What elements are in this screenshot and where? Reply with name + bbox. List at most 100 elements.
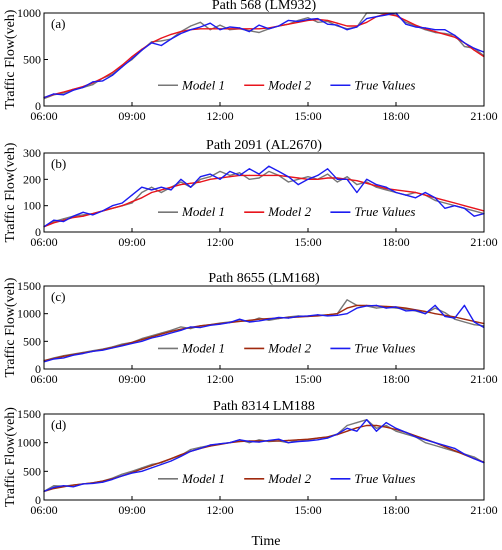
data-point-model-2 — [62, 219, 65, 221]
data-point-true-values — [346, 29, 348, 31]
data-point-true-values — [238, 318, 241, 320]
data-point-true-values — [258, 24, 260, 26]
data-point-model-1 — [287, 181, 290, 183]
data-point-true-values — [356, 191, 358, 194]
data-point-true-values — [463, 42, 466, 44]
data-point-true-values — [278, 170, 280, 173]
data-point-model-2 — [160, 189, 162, 191]
data-point-model-1 — [199, 21, 202, 23]
data-point-true-values — [229, 442, 231, 444]
panel-label: (b) — [51, 156, 66, 171]
data-point-model-2 — [180, 454, 182, 456]
data-point-true-values — [238, 174, 241, 176]
data-point-model-1 — [258, 439, 260, 441]
data-point-true-values — [454, 34, 456, 36]
data-point-model-1 — [375, 427, 378, 429]
data-point-model-1 — [190, 448, 192, 451]
legend-entry: Model 2 — [267, 77, 311, 92]
data-point-model-2 — [356, 304, 358, 306]
chart-panel-1: Path 568 (LM932) (a) 0 500 1000 06:00 09:00 12:… — [3, 0, 498, 123]
data-point-true-values — [326, 23, 329, 25]
data-point-true-values — [395, 306, 397, 308]
data-point-true-values — [307, 315, 309, 317]
x-tick-label: 12:00 — [206, 235, 233, 249]
y-tick-label: 100 — [23, 199, 41, 213]
data-point-true-values — [219, 443, 221, 445]
data-point-true-values — [366, 305, 368, 307]
x-tick-label: 09:00 — [118, 109, 145, 123]
data-point-model-1 — [473, 456, 475, 458]
data-point-model-1 — [317, 21, 319, 23]
y-axis-label: Traffic Flow(veh) — [3, 277, 18, 377]
data-point-model-2 — [229, 176, 231, 178]
data-point-model-2 — [473, 49, 475, 51]
data-point-true-values — [229, 26, 231, 28]
data-point-true-values — [160, 186, 162, 188]
data-point-true-values — [414, 26, 417, 28]
data-point-true-values — [160, 335, 162, 337]
data-point-model-1 — [385, 424, 387, 427]
data-point-model-2 — [434, 313, 436, 315]
data-point-model-1 — [444, 447, 446, 449]
data-point-model-1 — [366, 181, 368, 183]
data-point-true-values — [209, 444, 211, 446]
legend: Model 1 Model 2 True Values — [158, 471, 415, 486]
data-point-true-values — [473, 458, 475, 460]
data-point-true-values — [297, 315, 299, 318]
data-point-model-1 — [160, 191, 162, 194]
data-point-true-values — [170, 332, 172, 334]
data-point-true-values — [160, 463, 162, 466]
data-point-model-1 — [248, 442, 250, 444]
legend-entry: Model 1 — [181, 77, 225, 92]
data-point-true-values — [102, 481, 104, 483]
data-point-true-values — [414, 197, 417, 199]
y-tick-label: 300 — [23, 146, 41, 160]
data-point-model-1 — [375, 186, 378, 188]
data-point-true-values — [238, 27, 241, 29]
x-tick-label: 12:00 — [206, 503, 233, 517]
data-point-true-values — [434, 29, 436, 31]
data-point-model-1 — [326, 173, 329, 175]
data-point-model-1 — [190, 328, 192, 330]
data-point-true-values — [463, 453, 466, 455]
data-point-true-values — [287, 442, 290, 444]
data-point-model-2 — [405, 190, 407, 192]
data-point-model-2 — [385, 426, 387, 428]
series-line-model-2 — [43, 13, 485, 99]
data-point-true-values — [62, 94, 65, 96]
data-point-true-values — [170, 189, 172, 191]
data-point-model-1 — [307, 176, 309, 178]
data-point-true-values — [229, 321, 231, 324]
data-point-true-values — [190, 29, 192, 31]
x-tick-label: 12:00 — [206, 372, 233, 386]
data-point-true-values — [199, 26, 202, 28]
legend: Model 1 Model 2 True Values — [158, 204, 415, 219]
data-point-true-values — [92, 214, 94, 216]
data-point-model-2 — [326, 177, 329, 179]
data-point-model-2 — [102, 480, 104, 482]
data-point-model-1 — [463, 321, 466, 323]
data-point-model-2 — [473, 207, 475, 209]
data-point-model-1 — [209, 176, 211, 178]
data-point-model-2 — [444, 33, 446, 35]
y-tick-label: 1500 — [17, 407, 41, 421]
data-point-true-values — [366, 17, 368, 20]
data-point-model-2 — [317, 178, 319, 180]
data-point-true-values — [141, 470, 143, 472]
data-point-true-values — [268, 318, 270, 320]
legend: Model 1 Model 2 True Values — [158, 77, 415, 92]
data-point-true-values — [248, 321, 250, 323]
data-point-true-values — [53, 219, 55, 221]
data-point-true-values — [454, 317, 456, 319]
data-point-true-values — [258, 173, 260, 175]
chart-panel-2: Path 2091 (AL2670) (b) 0 100 200 300 06:00 09:0… — [3, 138, 498, 249]
data-point-true-values — [209, 22, 211, 24]
data-point-true-values — [102, 210, 104, 212]
data-point-model-1 — [131, 202, 133, 204]
data-point-model-1 — [62, 218, 65, 220]
data-point-true-values — [336, 433, 338, 435]
data-point-true-values — [317, 439, 319, 441]
y-tick-label: 200 — [23, 172, 41, 186]
data-point-true-values — [336, 24, 338, 26]
data-point-true-values — [287, 176, 290, 178]
